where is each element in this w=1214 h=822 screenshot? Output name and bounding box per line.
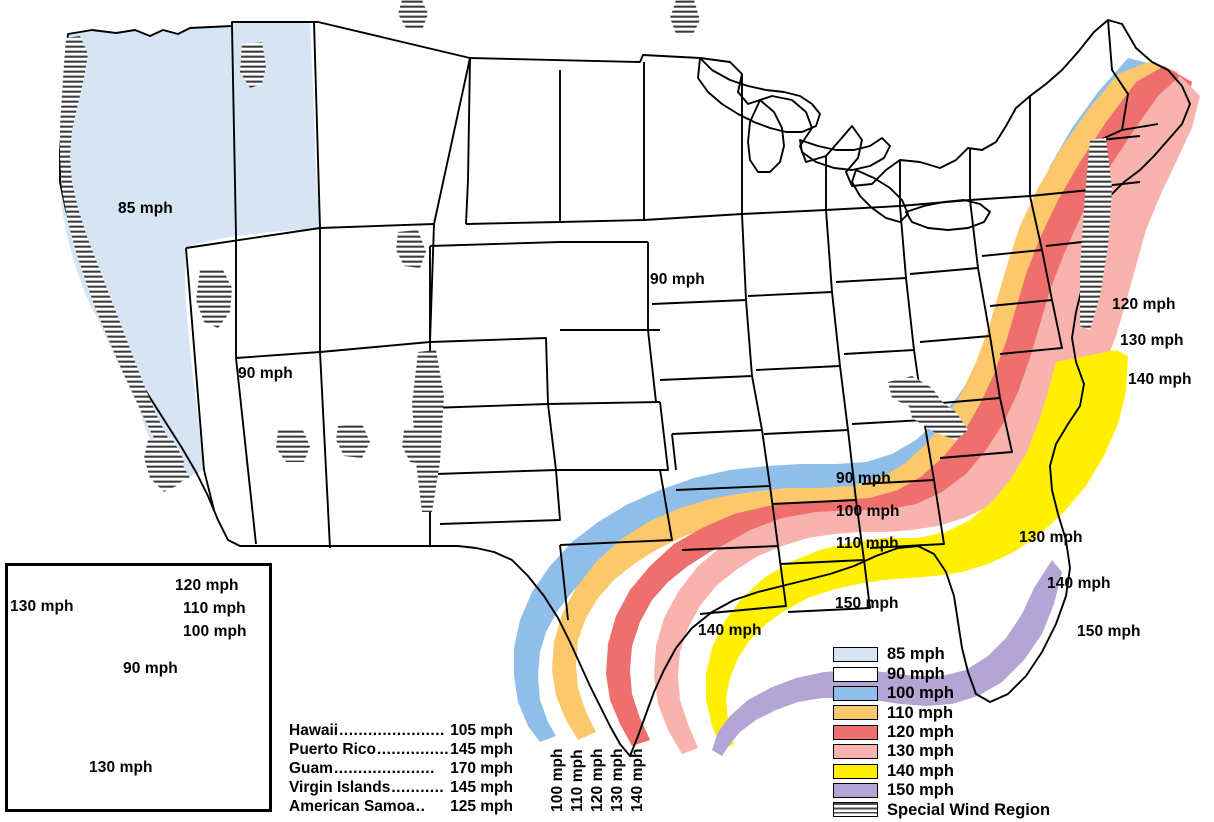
legend-label-100: 100 mph [887, 684, 954, 703]
label-southeast-90: 90 mph [836, 470, 891, 487]
legend-item-110: 110 mph [833, 703, 1050, 722]
leader-dots: ........... [391, 779, 445, 796]
table-row: Virgin Islands ........... 145 mph [289, 779, 513, 798]
label-texas-110: 110 mph [569, 749, 586, 812]
legend-swatch-120 [833, 724, 878, 740]
legend-item-100: 100 mph [833, 684, 1050, 703]
legend-swatch-150 [833, 782, 878, 798]
leader-dots: ...................... [339, 722, 445, 739]
label-florida-140: 140 mph [1047, 575, 1111, 592]
territory-value: 145 mph [450, 741, 513, 758]
legend-item-85: 85 mph [833, 645, 1050, 664]
territory-name: American Samoa [289, 798, 415, 815]
legend-label-120: 120 mph [887, 723, 954, 741]
table-row: Guam ..................... 170 mph [289, 760, 513, 779]
label-ak-110: 110 mph [183, 600, 246, 617]
legend-swatch-110 [833, 705, 878, 721]
alaska-inset-frame [5, 563, 272, 812]
leader-dots: ............... [376, 741, 450, 758]
legend-swatch-100 [833, 685, 878, 701]
label-ak-120: 120 mph [175, 577, 239, 594]
territory-value: 105 mph [450, 722, 513, 739]
legend: 85 mph 90 mph 100 mph 110 mph 120 mph 13… [833, 645, 1050, 820]
table-row: Hawaii ...................... 105 mph [289, 722, 513, 741]
legend-swatch-special-wind-region [833, 802, 878, 818]
legend-item-150: 150 mph [833, 781, 1050, 800]
label-texas-140: 140 mph [629, 748, 646, 812]
label-texas-130: 130 mph [609, 748, 626, 812]
label-atlantic-130: 130 mph [1120, 332, 1184, 349]
label-plains-90: 90 mph [650, 271, 705, 288]
label-florida-150: 150 mph [1077, 623, 1141, 640]
legend-swatch-130 [833, 744, 878, 760]
state-boundaries [59, 0, 1191, 757]
legend-label-110: 110 mph [887, 703, 954, 722]
legend-swatch-140 [833, 763, 878, 779]
territory-value: 170 mph [450, 760, 513, 777]
territory-name: Puerto Rico [289, 741, 376, 758]
leader-dots: ..................... [333, 760, 435, 777]
table-row: Puerto Rico ............... 145 mph [289, 741, 513, 760]
legend-label-130: 130 mph [887, 742, 954, 761]
label-atlantic-120: 120 mph [1112, 296, 1176, 313]
label-atlantic-140: 140 mph [1128, 371, 1192, 388]
label-pnw-85: 85 mph [118, 200, 173, 217]
label-interior-90: 90 mph [238, 365, 293, 382]
legend-label-85: 85 mph [887, 645, 945, 664]
leader-dots: .. [415, 798, 426, 815]
label-ak-130-s: 130 mph [89, 759, 153, 776]
territory-name: Virgin Islands [289, 779, 391, 796]
table-row: American Samoa .. 125 mph [289, 798, 513, 817]
legend-label-150: 150 mph [887, 781, 954, 800]
territory-value: 125 mph [450, 798, 513, 815]
legend-label-special-wind-region: Special Wind Region [887, 800, 1051, 819]
legend-label-90: 90 mph [887, 664, 945, 683]
legend-item-120: 120 mph [833, 723, 1050, 742]
label-ak-90: 90 mph [123, 660, 178, 677]
coastal-wind-bands [514, 58, 1200, 756]
label-texas-100: 100 mph [549, 748, 566, 812]
legend-item-130: 130 mph [833, 742, 1050, 761]
legend-item-90: 90 mph [833, 664, 1050, 683]
legend-item-special-wind-region: Special Wind Region [833, 800, 1050, 819]
label-gulf-150: 150 mph [835, 595, 899, 612]
territory-name: Hawaii [289, 722, 339, 739]
territory-value: 145 mph [450, 779, 513, 796]
legend-swatch-90 [833, 666, 878, 682]
territory-name: Guam [289, 760, 333, 777]
territories-table: Hawaii ...................... 105 mph Pu… [289, 722, 513, 817]
legend-item-140: 140 mph [833, 761, 1050, 780]
legend-label-140: 140 mph [887, 761, 954, 780]
label-southeast-100: 100 mph [836, 503, 900, 520]
legend-swatch-85 [833, 647, 878, 663]
label-texas-120: 120 mph [589, 748, 606, 812]
band-85-pacific [60, 22, 320, 478]
label-ak-100: 100 mph [183, 623, 247, 640]
label-southeast-110: 110 mph [836, 535, 899, 552]
label-gulf-140: 140 mph [698, 622, 762, 639]
label-ak-130-nw: 130 mph [10, 598, 74, 615]
label-florida-130: 130 mph [1019, 529, 1083, 546]
